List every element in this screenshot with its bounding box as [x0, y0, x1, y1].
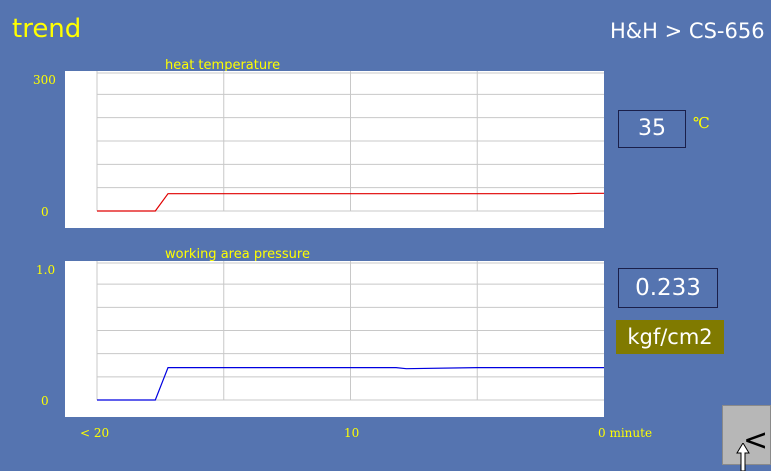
pressure-chart-svg [96, 261, 604, 401]
mouse-cursor-icon [736, 443, 750, 471]
x-axis-right-label: 0 minute [598, 426, 653, 440]
y-min-label-pressure: 0 [41, 394, 49, 408]
temperature-value-display: 35 [618, 110, 686, 148]
temperature-chart-svg [96, 71, 604, 212]
pressure-series-line [97, 366, 604, 401]
pressure-value-display: 0.233 [618, 268, 718, 308]
x-axis-left-label: < 20 [80, 426, 110, 440]
x-axis-mid-label: 10 [344, 426, 360, 440]
y-max-label-temperature: 300 [33, 73, 56, 87]
page-title: trend [12, 14, 82, 44]
y-min-label-temperature: 0 [41, 205, 49, 219]
chart-title-working-area-pressure: working area pressure [165, 247, 310, 262]
temperature-unit: ℃ [693, 114, 710, 132]
pressure-unit-badge: kgf/cm2 [616, 320, 724, 354]
chart-title-heat-temperature: heat temperature [165, 58, 281, 73]
breadcrumb: H&H > CS-656 [610, 19, 765, 43]
temperature-series-line [97, 192, 604, 212]
y-max-label-pressure: 1.0 [36, 263, 56, 277]
pressure-chart [65, 261, 604, 417]
temperature-chart [65, 71, 604, 228]
back-button[interactable]: < [722, 405, 771, 465]
